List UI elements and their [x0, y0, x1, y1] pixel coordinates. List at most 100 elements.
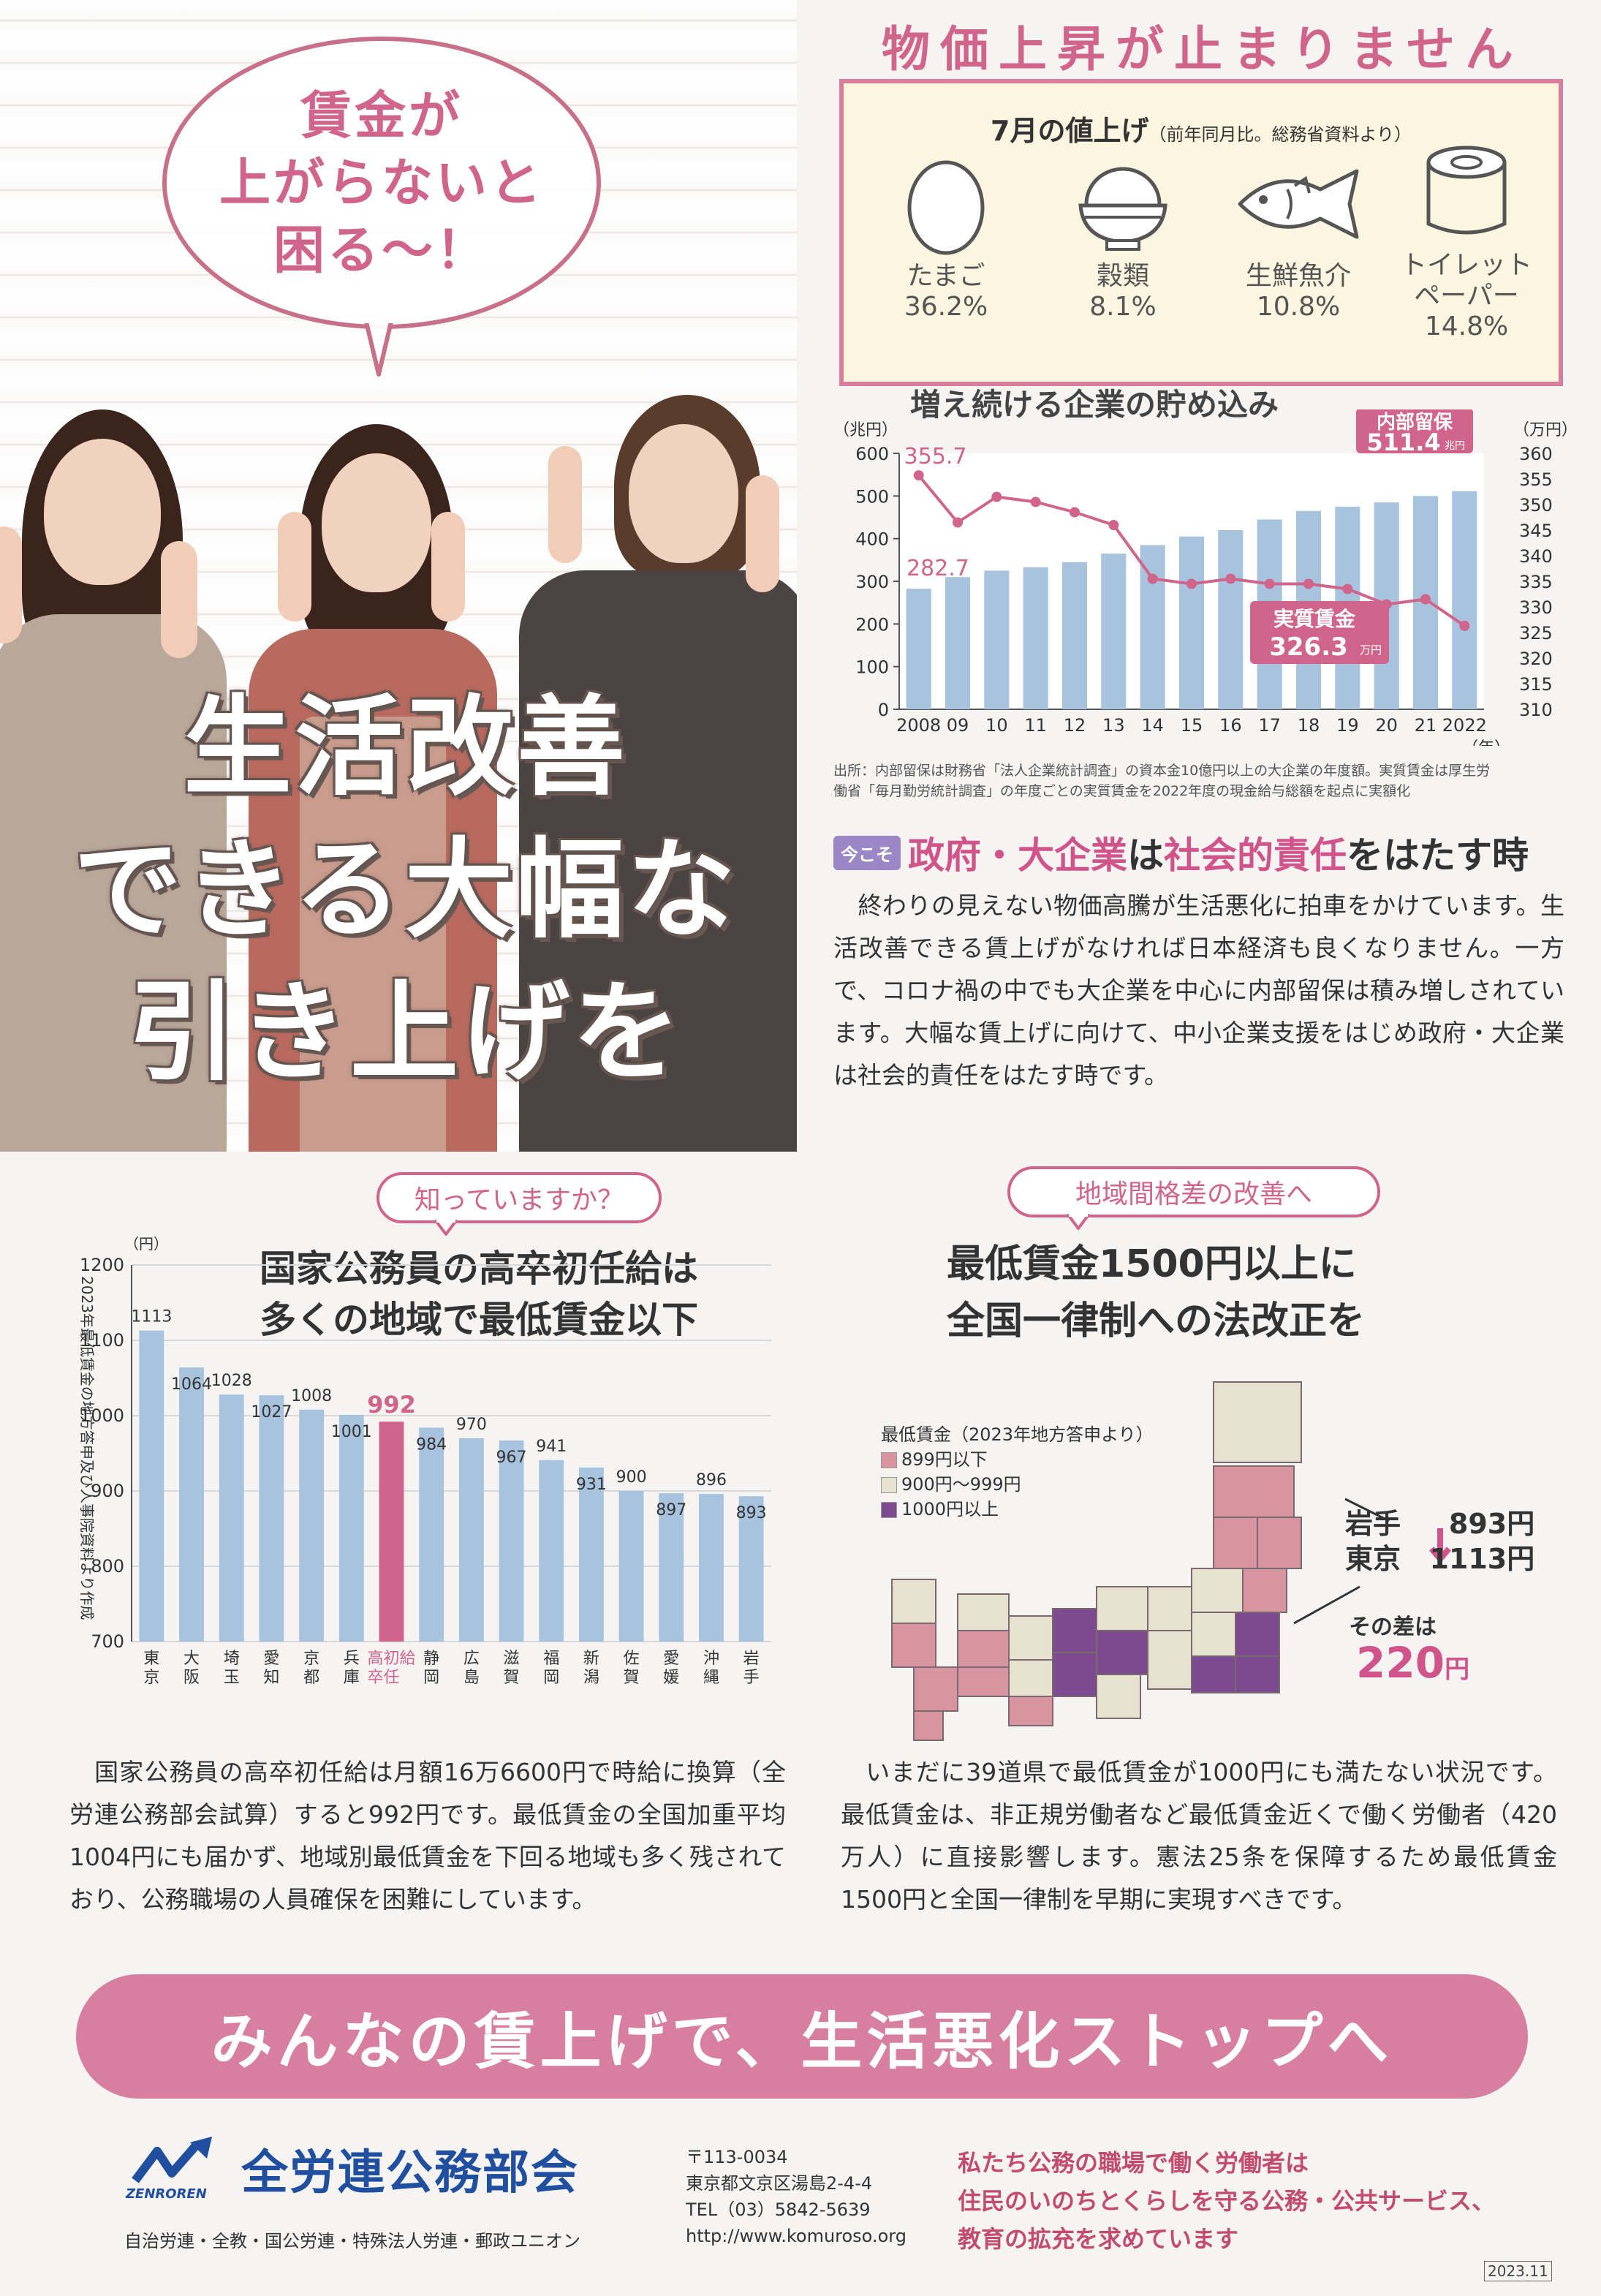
legend-swatch — [881, 1502, 897, 1518]
min-wage-bar-chart: （円） 700 800 900 1000 1100 12002023年最低賃金の地方答申及び… — [78, 1235, 771, 1687]
data-label: 992 — [367, 1391, 416, 1419]
x-tick-label: 2008 — [896, 715, 941, 736]
data-label: 893 — [736, 1504, 767, 1522]
x-tick-label: 島 — [463, 1669, 480, 1687]
diff-label: その差は — [1349, 1615, 1437, 1640]
tagline: 私たち公務の職場で働く労働者は 住民のいのちとくらしを守る公務・公共サービス、 … — [958, 2144, 1495, 2258]
real-wage-point — [1420, 594, 1431, 605]
responsibility-heading: 今こそ 政府・大企業は社会的責任をはたす時 — [833, 826, 1572, 879]
data-label: 1028 — [211, 1372, 252, 1390]
x-tick-label: 給 — [399, 1650, 415, 1668]
x-tick-label: 2022 — [1442, 715, 1487, 736]
legend-title: 最低賃金（2023年地方答申より） — [881, 1424, 1154, 1445]
legend-swatch — [881, 1452, 897, 1468]
wage-bar — [219, 1394, 244, 1642]
y-left-tick-label: 200 — [855, 614, 889, 635]
x-tick-label: 高 — [367, 1650, 383, 1668]
x-tick-label: 賀 — [504, 1669, 520, 1687]
x-tick-label: 愛 — [263, 1650, 279, 1668]
website-link[interactable]: http://www.komuroso.org — [686, 2226, 907, 2246]
speech-bubble: 賃金が 上がらないと 困る〜！ — [162, 37, 601, 329]
retained-earnings-bar — [945, 577, 971, 709]
x-tick-label: 京 — [303, 1650, 319, 1668]
org-name: 全労連公務部会 — [241, 2146, 579, 2200]
x-tick-label: 広 — [463, 1650, 480, 1668]
toilet-paper-icon — [1426, 146, 1507, 235]
y-left-tick-label: 600 — [855, 444, 889, 464]
x-tick-label: 岡 — [543, 1669, 559, 1687]
y-left-tick-label: 500 — [855, 486, 889, 507]
title-part: は — [1127, 834, 1164, 877]
x-tick-label: 福 — [543, 1650, 559, 1668]
x-tick-label: 知 — [263, 1669, 279, 1687]
japan-min-wage-map — [891, 1381, 1452, 1741]
wage-bar — [499, 1440, 524, 1642]
slogan-banner: みんなの賃上げで、生活悪化ストップへ — [76, 1974, 1528, 2099]
x-tick-label: 兵 — [344, 1650, 360, 1668]
x-tick-label: 沖 — [703, 1650, 719, 1668]
y-tick-label: 900 — [91, 1481, 124, 1501]
x-tick-label: 賀 — [624, 1669, 640, 1687]
legend-item: 900円〜999円 — [881, 1472, 1154, 1497]
x-tick-label: 卒 — [367, 1669, 383, 1687]
wage-bar — [618, 1491, 644, 1642]
wage-callout-box — [1250, 601, 1389, 664]
x-tick-label: 19 — [1336, 715, 1359, 736]
y-right-tick-label: 320 — [1519, 649, 1553, 669]
real-wage-point — [1186, 578, 1197, 589]
chart1-source: 出所：内部留保は財務省「法人企業統計調査」の資本金10億円以上の大企業の年度額。… — [833, 760, 1564, 801]
title-part: 社会的責任 — [1164, 834, 1347, 877]
retained-earnings-chart: 0 100 200 300 400 500 600 310 315 320 325 330 335 340… — [833, 409, 1578, 746]
diff-number: 220 — [1356, 1638, 1445, 1688]
price-section-title: 物価上昇が止まりません — [881, 21, 1524, 78]
x-tick-label: 岩 — [743, 1650, 760, 1668]
y-left-tick-label: 300 — [855, 572, 889, 592]
wage-bar — [179, 1367, 204, 1642]
wage-bar — [299, 1409, 325, 1642]
wage-bar — [139, 1330, 164, 1642]
x-tick-label: 愛 — [663, 1650, 679, 1668]
real-wage-point — [913, 470, 924, 481]
wage-callout-unit: 万円 — [1360, 643, 1382, 657]
x-tick-label: 17 — [1258, 715, 1281, 736]
legend-swatch — [881, 1477, 897, 1493]
price-item-value: 36.2% — [904, 292, 988, 322]
first-bar-label: 282.7 — [907, 556, 969, 581]
data-label: 931 — [576, 1476, 607, 1494]
tagline-line: 教育の拡充を求めています — [958, 2225, 1239, 2253]
responsibility-title: 政府・大企業は社会的責任をはたす時 — [908, 826, 1529, 879]
address: 東京都文京区湯島2-4-4 — [686, 2173, 873, 2194]
y-tick-label: 800 — [91, 1556, 124, 1576]
fish-icon — [1238, 169, 1359, 239]
retained-earnings-bar — [1178, 536, 1205, 709]
postal-code: 〒113-0034 — [686, 2147, 788, 2167]
wage-bar — [578, 1468, 604, 1642]
real-wage-point — [1030, 496, 1041, 507]
issue-date: 2023.11 — [1484, 2261, 1552, 2281]
data-label: 941 — [536, 1438, 567, 1456]
y-left-tick-label: 400 — [855, 529, 889, 550]
wage-bar — [738, 1496, 764, 1642]
real-wage-point — [1108, 520, 1119, 530]
legend-item: 1000円以上 — [881, 1497, 1154, 1522]
now-badge: 今こそ — [833, 835, 901, 870]
egg-icon — [907, 160, 985, 255]
pref-value: 893円 — [1448, 1508, 1535, 1540]
retained-callout-value: 511.4 — [1366, 428, 1440, 456]
y-right-tick-label: 330 — [1519, 597, 1553, 618]
data-label: 967 — [496, 1449, 527, 1467]
source-line: 出所：内部留保は財務省「法人企業統計調査」の資本金10億円以上の大企業の年度額。… — [833, 763, 1491, 779]
bubble-line: 上がらないと — [219, 153, 544, 213]
title-line: 全国一律制への法改正を — [947, 1299, 1366, 1343]
person-right — [504, 380, 797, 1152]
contact-info: 〒113-0034 東京都文京区湯島2-4-4 TEL（03）5842-5639… — [686, 2144, 907, 2249]
y-right-tick-label: 335 — [1519, 572, 1553, 592]
y-right-tick-label: 355 — [1519, 469, 1553, 490]
x-tick-label: 大 — [183, 1650, 200, 1668]
x-tick-label: 20 — [1375, 715, 1398, 736]
wage-comparison: 岩手 893円 東京 1113円 — [1345, 1506, 1534, 1576]
pill-tail — [1067, 1214, 1089, 1230]
title-part: をはたす時 — [1347, 834, 1529, 877]
phone: TEL（03）5842-5639 — [686, 2199, 871, 2220]
